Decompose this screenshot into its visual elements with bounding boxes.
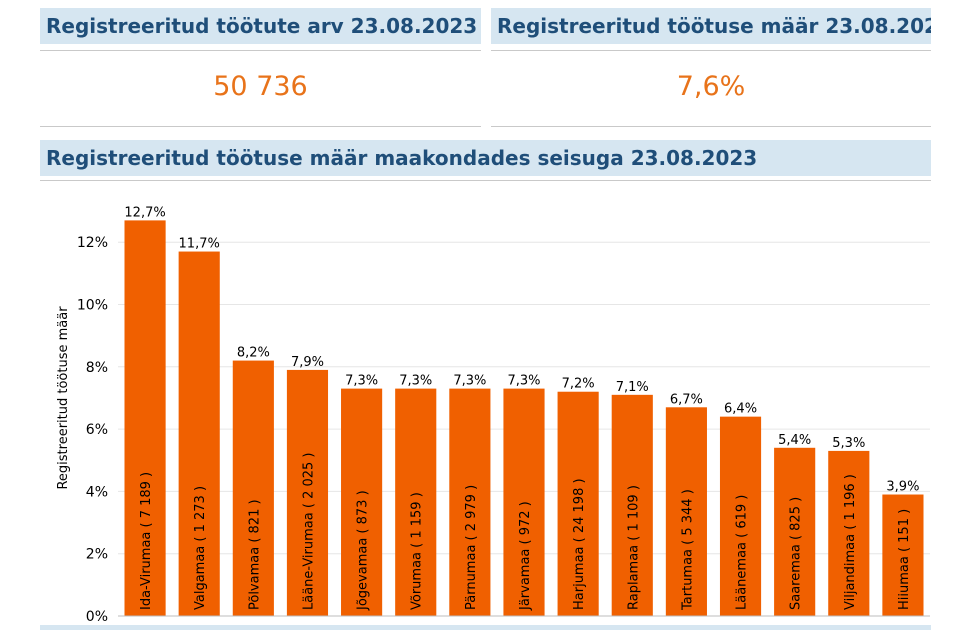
- y-tick-label: 2%: [86, 547, 108, 563]
- y-tick-label: 12%: [77, 235, 108, 251]
- y-tick-label: 0%: [86, 609, 108, 625]
- bar: [611, 394, 653, 616]
- kpi-left-value: 50 736: [213, 71, 308, 102]
- axes: 0% 2% 4% 6% 8% 10% 12%: [77, 235, 930, 625]
- kpi-right-divider: [491, 50, 931, 51]
- bar-category-label: Põlvamaa ( 821 ): [247, 499, 262, 610]
- bar: [341, 388, 383, 616]
- kpi-left-bottom-rule: [40, 126, 481, 127]
- bars: 12,7% Ida-Virumaa ( 7 189 ) 11,7% Valgamaa …: [124, 205, 924, 617]
- y-tick-label: 8%: [86, 360, 108, 376]
- bar-category-label: Tartumaa ( 5 344 ): [680, 489, 695, 611]
- kpi-right-bottom-rule: [491, 126, 931, 127]
- bar-value-label: 6,7%: [670, 392, 703, 407]
- bar: [124, 220, 166, 616]
- y-tick-label: 4%: [86, 484, 108, 500]
- bar-category-label: Pärnumaa ( 2 979 ): [464, 485, 479, 610]
- bar-value-label: 7,3%: [345, 374, 378, 389]
- kpi-left-title: Registreeritud töötute arv 23.08.2023: [40, 8, 481, 44]
- bar-category-label: Läänemaa ( 619 ): [735, 495, 750, 610]
- bar: [232, 360, 274, 616]
- bar-value-label: 8,2%: [237, 346, 270, 361]
- chart-section-divider: [40, 180, 931, 181]
- y-tick-label: 10%: [77, 298, 108, 314]
- bar-category-label: Harjumaa ( 24 198 ): [572, 478, 587, 610]
- bar: [449, 388, 491, 616]
- bar-value-label: 5,4%: [778, 433, 811, 448]
- bar-value-label: 7,2%: [562, 377, 595, 392]
- bar-value-label: 7,9%: [291, 355, 324, 370]
- bottom-band: [40, 625, 931, 630]
- bar: [774, 447, 816, 616]
- bar-value-label: 7,3%: [399, 374, 432, 389]
- bar: [178, 251, 220, 617]
- bar-category-label: Saaremaa ( 825 ): [789, 497, 804, 610]
- bar: [828, 450, 870, 616]
- bar-category-label: Järvamaa ( 972 ): [518, 501, 533, 611]
- bar-value-label: 7,1%: [616, 380, 649, 395]
- bar-value-label: 3,9%: [886, 480, 919, 495]
- chart-section-title: Registreeritud töötuse määr maakondades …: [40, 140, 931, 176]
- bar: [503, 388, 545, 616]
- bar-category-label: Valgamaa ( 1 273 ): [193, 486, 208, 610]
- kpi-left-divider: [40, 50, 481, 51]
- y-axis-title: Registreeritud töötuse määr: [56, 306, 71, 490]
- bar-value-label: 7,3%: [453, 374, 486, 389]
- bar-value-label: 11,7%: [179, 237, 220, 252]
- bar: [395, 388, 437, 616]
- bar-category-label: Võrumaa ( 1 159 ): [410, 492, 425, 610]
- bar-category-label: Raplamaa ( 1 109 ): [626, 485, 641, 610]
- bar: [557, 391, 599, 616]
- bar-category-label: Ida-Virumaa ( 7 189 ): [139, 472, 154, 610]
- bar: [882, 494, 924, 616]
- bar-value-label: 7,3%: [507, 374, 540, 389]
- bar-category-label: Viljandimaa ( 1 196 ): [843, 474, 858, 610]
- kpi-right-title: Registreeritud töötuse määr 23.08.2023: [491, 8, 931, 44]
- bar: [665, 407, 707, 616]
- bar: [719, 416, 762, 616]
- bar-value-label: 5,3%: [832, 436, 865, 451]
- bar-value-label: 6,4%: [724, 402, 757, 417]
- kpi-right-value: 7,6%: [676, 71, 746, 102]
- bar-category-label: Jõgevamaa ( 873 ): [356, 490, 371, 611]
- bar-category-label: Hiiumaa ( 151 ): [897, 509, 912, 610]
- bar-value-label: 12,7%: [124, 205, 165, 220]
- bar: [286, 369, 329, 616]
- bar-category-label: Lääne-Virumaa ( 2 025 ): [301, 453, 316, 611]
- y-tick-label: 6%: [86, 422, 108, 438]
